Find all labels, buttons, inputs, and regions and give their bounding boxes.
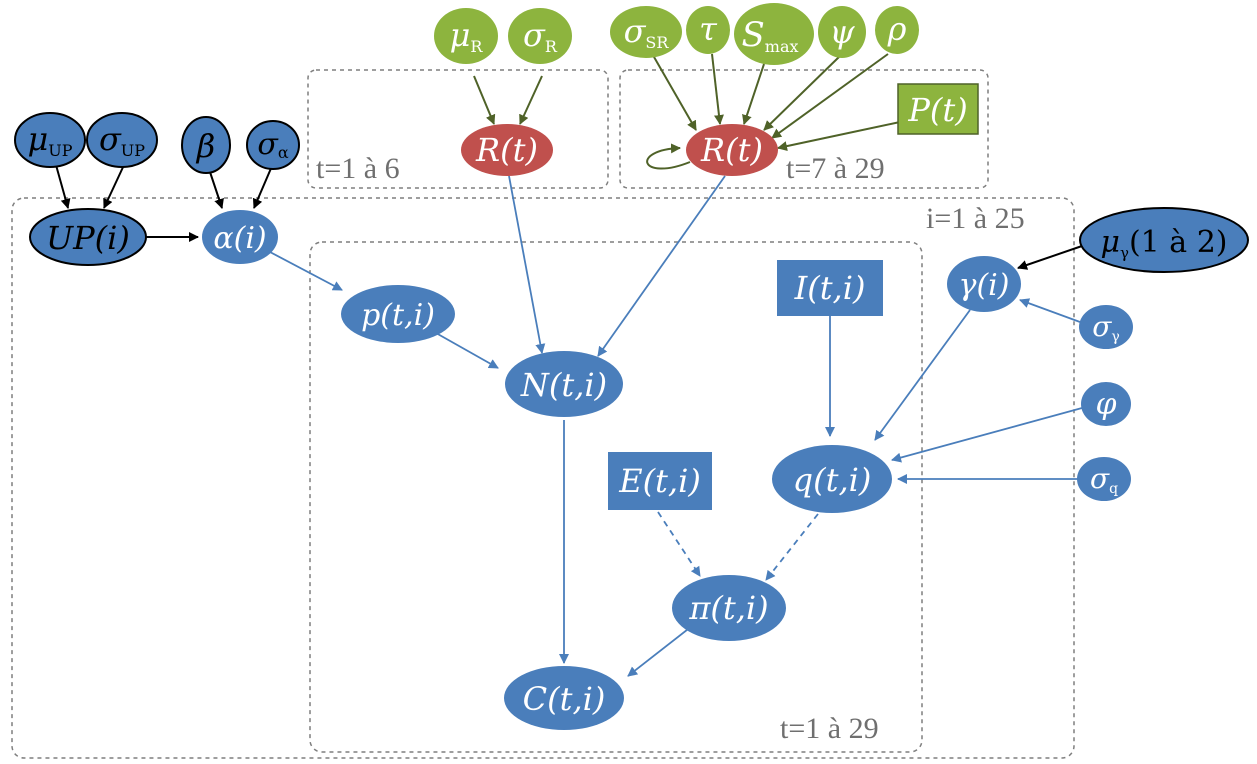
- node-mu-r: μR: [434, 8, 498, 64]
- node-sigma-up: σUP: [86, 112, 158, 168]
- node-up-i: UP(i): [29, 208, 147, 266]
- node-r-t-first: R(t): [461, 124, 553, 176]
- svg-text:μR: μR: [450, 16, 484, 56]
- node-sigma-q: σq: [1077, 457, 1131, 501]
- node-r-t-second: R(t): [686, 124, 778, 176]
- edge-sigmaalpha-alphai: [252, 165, 273, 209]
- edge-rho-rtb: [771, 53, 889, 139]
- svg-text:R(t): R(t): [475, 131, 538, 169]
- svg-text:σq: σq: [1090, 462, 1118, 497]
- node-q-ti: q(t,i): [772, 445, 892, 513]
- edge-rtb-nti: [597, 175, 726, 357]
- node-n-ti: N(t,i): [505, 351, 623, 417]
- edge-beta-alphai: [209, 171, 224, 209]
- svg-text:σα: σα: [257, 127, 288, 162]
- svg-text:β: β: [196, 127, 216, 165]
- svg-text:UP(i): UP(i): [46, 219, 130, 257]
- plate-i-1-25: [11, 197, 1075, 759]
- edge-pti-nti: [435, 332, 499, 369]
- edge-piti-cti: [627, 625, 693, 677]
- svg-text:R(t): R(t): [700, 131, 763, 169]
- edge-rta-nti: [508, 175, 546, 354]
- node-s-max: Smax: [734, 3, 814, 65]
- node-phi: φ: [1081, 382, 1131, 426]
- node-p-ti: p(t,i): [341, 285, 455, 343]
- svg-text:q(t,i): q(t,i): [793, 461, 872, 499]
- edge-rtb-self-loop: [646, 143, 691, 170]
- svg-text:φ: φ: [1095, 387, 1116, 422]
- edge-sigmagamma-gammai: [1019, 298, 1081, 323]
- svg-text:τ: τ: [699, 10, 718, 48]
- svg-text:σSR: σSR: [624, 12, 670, 52]
- node-e-ti: E(t,i): [608, 452, 712, 510]
- node-gamma-i: γ(i): [947, 256, 1021, 312]
- plate-label-t-7-29: t=7 à 29: [786, 152, 885, 185]
- edge-qti-piti: [765, 513, 819, 581]
- edge-pt-rtb: [777, 121, 901, 152]
- edge-muup-upi: [55, 164, 71, 209]
- svg-text:N(t,i): N(t,i): [520, 366, 607, 404]
- plate-label-i-1-25: i=1 à 25: [926, 202, 1025, 235]
- plate-label-t-1-29: t=1 à 29: [780, 712, 879, 745]
- edge-sigmar-rta: [519, 75, 543, 125]
- node-sigma-gamma: σγ: [1079, 305, 1133, 349]
- node-mu-gamma: μγ(1 à 2): [1079, 207, 1249, 273]
- node-sigma-sr: σSR: [610, 6, 682, 58]
- svg-text:σUP: σUP: [99, 120, 145, 160]
- node-rho: ρ: [875, 6, 919, 54]
- node-beta: β: [181, 116, 231, 174]
- svg-text:μγ(1 à 2): μγ(1 à 2): [1100, 225, 1227, 262]
- svg-text:ρ: ρ: [887, 10, 907, 48]
- node-sigma-r: σR: [508, 8, 572, 64]
- svg-text:ψ: ψ: [829, 13, 855, 51]
- edge-mugamma-gammai: [1017, 245, 1083, 270]
- node-pi-ti: π(t,i): [672, 575, 786, 641]
- node-mu-up: μUP: [14, 112, 86, 168]
- svg-text:σR: σR: [523, 16, 558, 56]
- svg-text:π(t,i): π(t,i): [688, 589, 768, 627]
- svg-text:I(t,i): I(t,i): [794, 269, 866, 307]
- node-alpha-i: α(i): [202, 210, 278, 264]
- svg-text:σγ: σγ: [1092, 310, 1120, 345]
- node-psi: ψ: [818, 6, 866, 58]
- svg-text:p(t,i): p(t,i): [361, 298, 435, 333]
- svg-text:γ(i): γ(i): [959, 268, 1010, 303]
- node-c-ti: C(t,i): [504, 666, 624, 730]
- node-p-t: P(t): [897, 83, 979, 135]
- svg-text:α(i): α(i): [213, 221, 266, 256]
- edge-eti-piti: [657, 511, 701, 577]
- node-sigma-alpha: σα: [246, 120, 300, 170]
- edge-tau-rtb: [711, 53, 724, 125]
- svg-text:μUP: μUP: [27, 120, 72, 160]
- plate-t-7-29: [619, 69, 989, 189]
- node-tau: τ: [686, 6, 730, 54]
- edge-alphai-pti: [269, 251, 343, 291]
- svg-text:P(t): P(t): [907, 91, 967, 129]
- edge-sigmaup-upi: [103, 164, 125, 209]
- edge-phi-qti: [891, 407, 1083, 463]
- edge-mur-rta: [473, 75, 496, 125]
- edge-smax-rtb: [742, 63, 765, 125]
- edge-gammai-qti: [874, 309, 971, 441]
- plate-t-1-29: [309, 241, 923, 753]
- svg-text:E(t,i): E(t,i): [618, 462, 701, 500]
- svg-text:Smax: Smax: [741, 15, 798, 56]
- svg-text:C(t,i): C(t,i): [523, 680, 606, 718]
- plate-label-t-1-6: t=1 à 6: [316, 152, 400, 185]
- node-i-ti: I(t,i): [777, 260, 883, 316]
- edge-sigmasr-rtb: [649, 49, 697, 131]
- edge-psi-rtb: [763, 55, 841, 131]
- plate-t-1-6: [307, 69, 609, 189]
